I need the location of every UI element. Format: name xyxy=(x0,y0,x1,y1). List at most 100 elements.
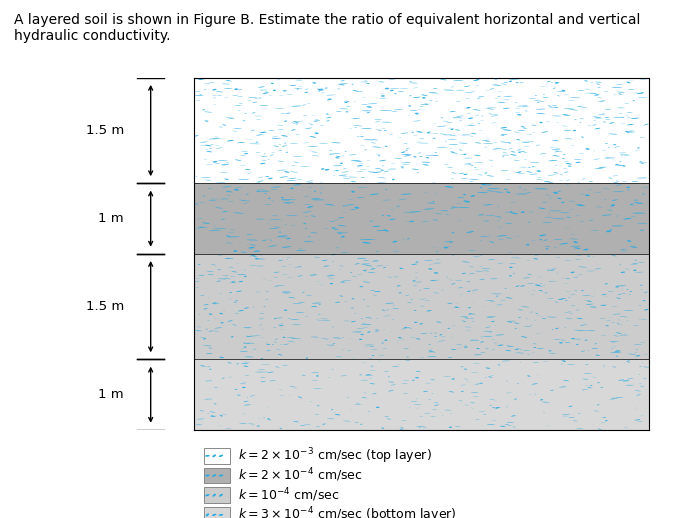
Ellipse shape xyxy=(437,147,447,148)
Ellipse shape xyxy=(551,82,553,83)
Ellipse shape xyxy=(293,121,299,123)
Ellipse shape xyxy=(443,247,448,249)
Ellipse shape xyxy=(233,302,237,303)
Ellipse shape xyxy=(618,294,621,295)
Ellipse shape xyxy=(449,135,457,136)
Ellipse shape xyxy=(456,90,464,91)
Ellipse shape xyxy=(457,197,464,198)
Ellipse shape xyxy=(428,344,430,345)
Ellipse shape xyxy=(573,277,578,278)
Ellipse shape xyxy=(503,82,508,83)
Ellipse shape xyxy=(233,250,237,252)
Ellipse shape xyxy=(426,133,431,134)
Ellipse shape xyxy=(321,92,325,93)
Ellipse shape xyxy=(336,111,342,112)
Ellipse shape xyxy=(432,133,439,134)
Ellipse shape xyxy=(269,380,276,381)
Ellipse shape xyxy=(495,407,500,408)
Ellipse shape xyxy=(277,236,288,237)
Ellipse shape xyxy=(585,364,588,365)
Ellipse shape xyxy=(209,369,211,370)
Ellipse shape xyxy=(504,189,507,190)
Ellipse shape xyxy=(311,198,320,199)
Ellipse shape xyxy=(309,136,316,138)
Ellipse shape xyxy=(498,206,499,207)
Ellipse shape xyxy=(616,146,619,147)
Ellipse shape xyxy=(290,188,294,189)
Ellipse shape xyxy=(622,380,630,381)
Ellipse shape xyxy=(360,424,362,425)
Ellipse shape xyxy=(258,132,267,133)
Ellipse shape xyxy=(232,324,237,325)
Ellipse shape xyxy=(370,290,375,291)
Ellipse shape xyxy=(291,106,301,107)
Ellipse shape xyxy=(257,191,270,192)
Ellipse shape xyxy=(305,92,309,93)
Ellipse shape xyxy=(527,283,534,284)
Ellipse shape xyxy=(312,303,322,304)
Ellipse shape xyxy=(633,205,634,206)
Ellipse shape xyxy=(312,82,316,83)
Ellipse shape xyxy=(224,88,233,89)
Ellipse shape xyxy=(594,94,599,96)
Ellipse shape xyxy=(500,141,508,142)
Ellipse shape xyxy=(509,267,513,268)
Ellipse shape xyxy=(210,144,214,145)
Ellipse shape xyxy=(212,95,216,96)
Ellipse shape xyxy=(471,133,477,134)
Ellipse shape xyxy=(360,334,364,335)
Ellipse shape xyxy=(497,220,500,221)
Ellipse shape xyxy=(200,141,207,143)
Ellipse shape xyxy=(423,208,435,210)
Ellipse shape xyxy=(207,271,214,272)
Ellipse shape xyxy=(283,203,291,204)
Ellipse shape xyxy=(286,152,288,153)
Ellipse shape xyxy=(235,313,239,314)
Ellipse shape xyxy=(244,356,254,357)
Ellipse shape xyxy=(500,134,507,135)
Ellipse shape xyxy=(340,84,344,85)
Ellipse shape xyxy=(367,83,369,84)
Ellipse shape xyxy=(640,137,645,138)
Ellipse shape xyxy=(579,205,582,206)
Ellipse shape xyxy=(630,291,632,292)
Ellipse shape xyxy=(204,89,207,90)
Ellipse shape xyxy=(243,366,248,367)
Ellipse shape xyxy=(327,275,335,276)
Ellipse shape xyxy=(435,152,437,153)
Ellipse shape xyxy=(524,326,532,327)
Ellipse shape xyxy=(415,113,419,114)
Ellipse shape xyxy=(335,157,339,159)
Ellipse shape xyxy=(338,217,345,218)
Ellipse shape xyxy=(549,182,554,183)
Ellipse shape xyxy=(297,276,303,277)
Ellipse shape xyxy=(290,337,296,339)
Ellipse shape xyxy=(464,163,471,164)
Ellipse shape xyxy=(517,383,519,384)
Ellipse shape xyxy=(197,419,205,420)
Ellipse shape xyxy=(444,241,454,242)
Ellipse shape xyxy=(426,310,432,311)
Ellipse shape xyxy=(339,232,340,233)
Ellipse shape xyxy=(430,280,435,281)
Ellipse shape xyxy=(371,268,375,269)
Ellipse shape xyxy=(450,242,452,243)
Ellipse shape xyxy=(315,414,319,415)
Ellipse shape xyxy=(403,380,409,381)
Ellipse shape xyxy=(305,241,314,242)
Ellipse shape xyxy=(231,336,233,338)
Ellipse shape xyxy=(580,122,581,123)
Ellipse shape xyxy=(604,417,605,418)
Ellipse shape xyxy=(622,165,626,167)
Ellipse shape xyxy=(355,263,360,264)
Ellipse shape xyxy=(517,114,522,116)
Ellipse shape xyxy=(385,146,388,147)
Ellipse shape xyxy=(469,179,479,180)
Ellipse shape xyxy=(250,244,256,246)
Ellipse shape xyxy=(447,277,448,278)
Ellipse shape xyxy=(568,406,573,407)
Ellipse shape xyxy=(266,344,270,345)
Ellipse shape xyxy=(418,426,421,427)
Ellipse shape xyxy=(376,130,382,131)
Ellipse shape xyxy=(617,350,621,352)
